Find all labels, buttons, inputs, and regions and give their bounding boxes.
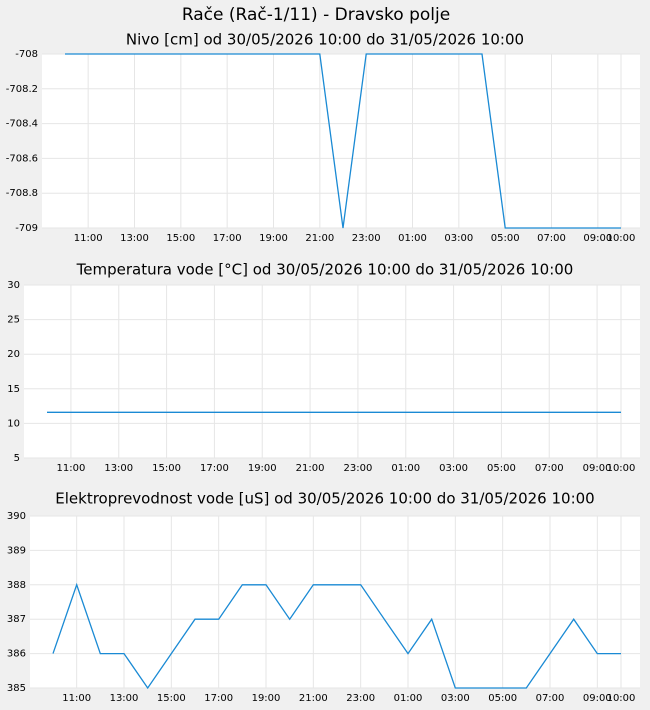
- plot-area: [30, 516, 640, 688]
- y-tick-label: 389: [7, 545, 26, 556]
- x-tick-label: 19:00: [252, 693, 281, 704]
- chart-title: Elektroprevodnost vode [uS] od 30/05/202…: [55, 490, 594, 508]
- x-tick-label: 07:00: [535, 463, 564, 474]
- data-line: [52, 582, 621, 690]
- x-tick-label: 23:00: [346, 693, 375, 704]
- x-tick-label: 10:00: [607, 233, 636, 244]
- y-tick-label: -708: [15, 49, 38, 60]
- y-tick-label: 30: [7, 280, 20, 291]
- chart-title: Nivo [cm] od 30/05/2026 10:00 do 31/05/2…: [126, 31, 524, 49]
- x-tick-label: 03:00: [441, 693, 470, 704]
- y-tick-label: 385: [7, 683, 26, 694]
- y-tick-label: 5: [14, 453, 20, 464]
- y-tick-label: 10: [7, 418, 20, 429]
- plot-area: [24, 285, 640, 458]
- x-tick-label: 10:00: [607, 693, 636, 704]
- x-tick-label: 03:00: [444, 233, 473, 244]
- chart-title: Temperatura vode [°C] od 30/05/2026 10:0…: [76, 261, 574, 279]
- x-tick-label: 23:00: [344, 463, 373, 474]
- x-tick-label: 21:00: [305, 233, 334, 244]
- data-line: [65, 53, 621, 229]
- x-tick-label: 11:00: [62, 693, 91, 704]
- y-tick-label: -708.2: [6, 84, 38, 95]
- x-tick-label: 09:00: [583, 693, 612, 704]
- x-tick-label: 19:00: [248, 463, 277, 474]
- y-tick-label: -708.4: [6, 119, 38, 130]
- x-tick-label: 13:00: [104, 463, 133, 474]
- x-tick-label: 05:00: [491, 233, 520, 244]
- x-tick-label: 15:00: [157, 693, 186, 704]
- x-tick-label: 21:00: [299, 693, 328, 704]
- x-tick-label: 17:00: [213, 233, 242, 244]
- y-tick-label: -708.6: [6, 153, 38, 164]
- x-tick-label: 17:00: [204, 693, 233, 704]
- x-tick-label: 19:00: [259, 233, 288, 244]
- x-tick-label: 05:00: [487, 463, 516, 474]
- x-tick-label: 07:00: [536, 693, 565, 704]
- x-tick-label: 09:00: [583, 463, 612, 474]
- x-tick-label: 10:00: [607, 463, 636, 474]
- x-tick-label: 15:00: [152, 463, 181, 474]
- y-tick-label: 25: [7, 315, 20, 326]
- x-tick-label: 07:00: [537, 233, 566, 244]
- x-tick-label: 13:00: [120, 233, 149, 244]
- y-tick-label: 388: [7, 580, 26, 591]
- x-tick-label: 03:00: [439, 463, 468, 474]
- page-title: Rače (Rač-1/11) - Dravsko polje: [182, 5, 450, 25]
- x-tick-label: 01:00: [391, 463, 420, 474]
- y-tick-label: 386: [7, 649, 26, 660]
- x-tick-label: 23:00: [352, 233, 381, 244]
- x-tick-label: 05:00: [488, 693, 517, 704]
- y-tick-label: 390: [7, 511, 26, 522]
- x-tick-label: 13:00: [110, 693, 139, 704]
- y-tick-label: -708.8: [6, 188, 38, 199]
- x-tick-label: 01:00: [398, 233, 427, 244]
- x-tick-label: 11:00: [74, 233, 103, 244]
- x-tick-label: 17:00: [200, 463, 229, 474]
- x-tick-label: 09:00: [583, 233, 612, 244]
- x-tick-label: 01:00: [394, 693, 423, 704]
- y-tick-label: 15: [7, 384, 20, 395]
- x-tick-label: 21:00: [296, 463, 325, 474]
- y-tick-label: 387: [7, 614, 26, 625]
- y-tick-label: 20: [7, 349, 20, 360]
- y-tick-label: -709: [15, 223, 38, 234]
- plot-area: [42, 54, 640, 228]
- x-tick-label: 15:00: [166, 233, 195, 244]
- x-tick-label: 11:00: [57, 463, 86, 474]
